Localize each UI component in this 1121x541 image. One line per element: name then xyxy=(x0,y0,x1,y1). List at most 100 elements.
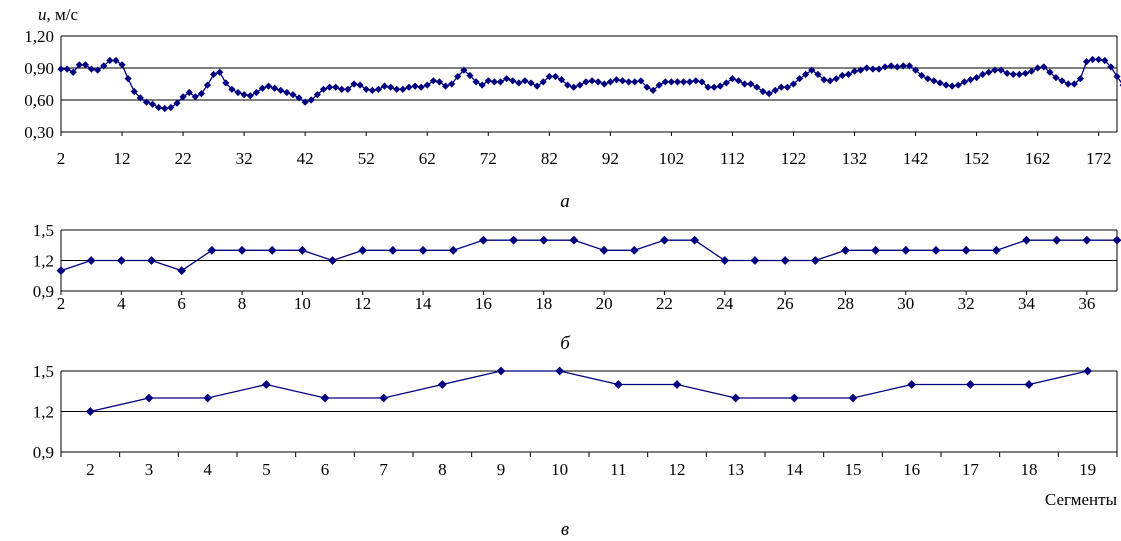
data-point xyxy=(555,366,565,376)
data-point xyxy=(267,245,277,255)
data-point xyxy=(747,80,755,88)
data-point xyxy=(264,82,273,90)
data-point xyxy=(191,93,199,101)
data-point xyxy=(673,78,682,86)
data-point xyxy=(460,66,468,74)
data-point xyxy=(765,90,773,98)
data-point xyxy=(594,78,602,86)
data-point xyxy=(435,78,444,86)
data-point xyxy=(907,380,917,389)
data-point xyxy=(936,79,944,87)
data-point xyxy=(814,70,822,78)
data-point xyxy=(1088,55,1097,64)
data-point xyxy=(1101,56,1109,65)
data-point xyxy=(1027,67,1036,75)
data-point xyxy=(869,65,877,73)
data-point xyxy=(966,76,975,84)
x-tick-label: 32 xyxy=(236,149,253,168)
data-point xyxy=(1082,235,1092,245)
data-point xyxy=(81,61,90,69)
data-point xyxy=(271,84,279,92)
x-tick-label: 32 xyxy=(958,294,975,313)
data-point xyxy=(1082,58,1091,66)
x-tick-label: 10 xyxy=(551,460,568,479)
x-tick-label: 4 xyxy=(203,460,212,479)
data-point xyxy=(820,76,828,84)
data-point xyxy=(69,68,77,76)
data-point xyxy=(625,78,633,86)
data-point xyxy=(423,81,431,89)
data-point xyxy=(380,82,389,90)
data-point xyxy=(533,82,541,90)
data-point xyxy=(960,78,968,86)
x-tick-label: 19 xyxy=(1079,460,1096,479)
data-point xyxy=(1003,69,1011,77)
data-point xyxy=(789,393,799,403)
data-point xyxy=(582,78,590,86)
data-point xyxy=(1076,75,1084,83)
data-point xyxy=(56,266,66,276)
data-point xyxy=(57,65,65,73)
x-tick-label: 28 xyxy=(837,294,854,313)
data-point xyxy=(942,81,950,89)
x-tick-label: 3 xyxy=(145,460,154,479)
data-point xyxy=(418,245,428,255)
data-point xyxy=(918,71,926,80)
x-tick-label: 112 xyxy=(720,149,745,168)
data-point xyxy=(731,393,741,403)
data-point xyxy=(672,380,682,389)
x-tick-label: 24 xyxy=(716,294,734,313)
data-point xyxy=(448,80,456,88)
data-point xyxy=(720,256,730,265)
data-point xyxy=(479,235,488,245)
data-point xyxy=(1070,80,1078,88)
data-point xyxy=(246,92,254,100)
data-point xyxy=(838,71,846,80)
y-tick-label: 1,5 xyxy=(33,362,54,381)
data-point xyxy=(173,99,181,107)
data-point xyxy=(136,94,144,102)
data-point xyxy=(118,61,126,69)
data-point xyxy=(496,366,506,376)
data-point xyxy=(789,80,798,88)
data-point xyxy=(448,245,458,255)
data-point xyxy=(637,77,645,85)
data-point xyxy=(405,83,413,91)
data-point xyxy=(210,70,218,78)
data-point xyxy=(185,88,193,97)
data-point xyxy=(228,85,236,93)
x-tick-label: 22 xyxy=(656,294,673,313)
data-point xyxy=(325,83,334,91)
data-point xyxy=(222,79,230,87)
data-point xyxy=(871,245,881,255)
data-point xyxy=(1064,80,1072,88)
data-point xyxy=(985,68,993,76)
data-point xyxy=(490,78,498,86)
data-point xyxy=(551,72,560,81)
x-tick-label: 152 xyxy=(964,149,990,168)
data-point xyxy=(539,78,547,86)
data-point xyxy=(161,104,169,113)
x-axis-title: Сегменты xyxy=(1045,490,1118,509)
data-point xyxy=(167,103,175,112)
data-point xyxy=(649,86,657,94)
x-tick-label: 13 xyxy=(727,460,744,479)
data-point xyxy=(142,98,151,106)
data-point xyxy=(899,62,907,70)
data-point xyxy=(704,83,712,91)
x-tick-label: 22 xyxy=(175,149,192,168)
data-point xyxy=(258,84,267,92)
data-point xyxy=(844,70,853,78)
x-tick-label: 12 xyxy=(669,460,686,479)
data-point xyxy=(261,380,271,389)
data-point xyxy=(466,71,474,80)
x-tick-label: 12 xyxy=(114,149,131,168)
data-point xyxy=(441,82,450,90)
data-point xyxy=(124,75,132,83)
x-tick-label: 26 xyxy=(777,294,794,313)
data-point xyxy=(841,245,850,255)
data-point xyxy=(655,81,663,89)
data-point xyxy=(388,245,398,255)
data-point xyxy=(144,393,154,403)
